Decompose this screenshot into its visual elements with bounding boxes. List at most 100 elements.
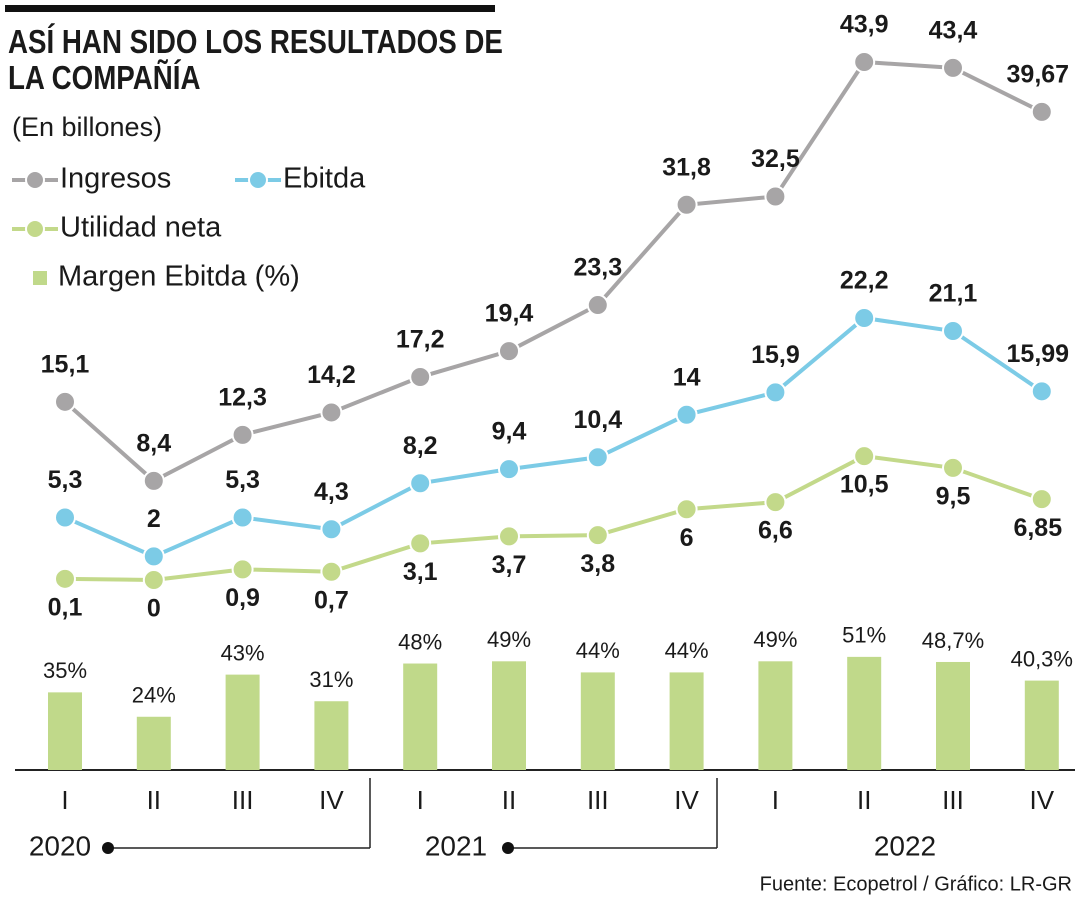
point [942, 456, 964, 479]
point [942, 56, 964, 79]
data-label: 0,9 [225, 584, 260, 612]
data-label: 49% [487, 627, 531, 652]
chart-subtitle: (En billones) [12, 112, 162, 142]
point [320, 560, 343, 583]
bar [48, 692, 82, 770]
x-tick-label: IV [1030, 785, 1055, 815]
point [675, 498, 698, 521]
data-label: 6,85 [1013, 514, 1062, 542]
x-tick-label: II [857, 785, 871, 815]
year-dot [102, 842, 114, 854]
point [853, 445, 876, 468]
data-label: 19,4 [485, 300, 534, 328]
data-label: 6 [680, 524, 694, 552]
legend-label: Utilidad neta [60, 212, 222, 244]
point [231, 506, 254, 529]
x-tick-label: IV [674, 785, 699, 815]
data-label: 21,1 [929, 280, 978, 308]
point [409, 472, 432, 495]
point [586, 524, 609, 547]
data-label: 12,3 [218, 383, 267, 411]
data-label: 43,4 [929, 16, 978, 44]
x-tick-label: I [772, 785, 779, 815]
bar [758, 661, 793, 770]
bar [847, 656, 882, 770]
data-label: 51% [842, 623, 886, 648]
point [942, 320, 964, 343]
legend-marker [33, 271, 47, 285]
point [54, 567, 76, 590]
legend-label: Ingresos [60, 163, 171, 195]
x-tick-label: II [147, 785, 161, 815]
point [853, 50, 876, 73]
data-label: 0 [147, 595, 161, 623]
x-tick-label: III [232, 785, 254, 815]
year-label: 2020 [29, 830, 91, 861]
x-tick-label: I [417, 785, 424, 815]
data-label: 17,2 [396, 326, 445, 354]
x-tick-label: III [942, 785, 964, 815]
data-label: 48,7% [922, 628, 984, 653]
point [54, 506, 76, 529]
x-tick-label: IV [319, 785, 344, 815]
point [142, 469, 165, 492]
data-label: 2 [147, 505, 161, 533]
chart-title: ASÍ HAN SIDO LOS RESULTADOS DE LA COMPAÑ… [8, 23, 503, 96]
point [586, 446, 609, 469]
point [498, 458, 520, 481]
year-dot [502, 842, 514, 854]
point [1030, 100, 1053, 123]
data-label: 4,3 [314, 478, 349, 506]
x-tick-label: II [502, 785, 516, 815]
point [409, 366, 432, 389]
point [231, 558, 254, 581]
bar [580, 672, 615, 770]
bar [669, 672, 704, 770]
data-label: 23,3 [573, 254, 622, 282]
data-label: 0,7 [314, 586, 349, 614]
data-label: 3,7 [492, 551, 527, 579]
data-label: 14,2 [307, 361, 356, 389]
series-line [64, 315, 1043, 559]
point [675, 403, 698, 426]
data-label: 35% [43, 658, 87, 683]
x-tick-label: I [61, 785, 68, 815]
series-line [63, 59, 1043, 484]
data-label: 5,3 [48, 466, 83, 494]
bar [225, 674, 260, 770]
point [586, 294, 609, 317]
data-label: 6,6 [758, 517, 793, 545]
point [764, 491, 787, 514]
data-label: 15,9 [751, 341, 800, 369]
data-label: 44% [665, 638, 709, 663]
point [231, 423, 254, 446]
data-label: 39,67 [1007, 61, 1070, 89]
top-rule [5, 5, 495, 12]
x-tick-label: III [587, 785, 609, 815]
data-label: 40,3% [1011, 646, 1073, 671]
legend-marker [25, 170, 45, 190]
point [409, 532, 432, 555]
point [675, 193, 698, 216]
data-label: 48% [398, 629, 442, 654]
data-label: 10,5 [840, 471, 889, 499]
data-label: 24% [132, 683, 176, 708]
data-label: 43% [221, 640, 265, 665]
data-label: 14 [673, 363, 701, 391]
bar [403, 663, 438, 770]
legend-marker [248, 170, 268, 190]
year-label: 2021 [425, 830, 487, 861]
data-label: 15,99 [1007, 340, 1070, 368]
point [142, 569, 165, 591]
data-label: 15,1 [41, 350, 90, 378]
point [853, 307, 876, 330]
legend-marker [25, 219, 45, 239]
data-label: 32,5 [751, 145, 800, 173]
point [1030, 380, 1053, 403]
data-label: 3,8 [580, 550, 615, 578]
data-label: 22,2 [840, 267, 889, 295]
series-line [64, 454, 1043, 583]
point [320, 401, 343, 424]
data-label: 5,3 [225, 466, 260, 494]
